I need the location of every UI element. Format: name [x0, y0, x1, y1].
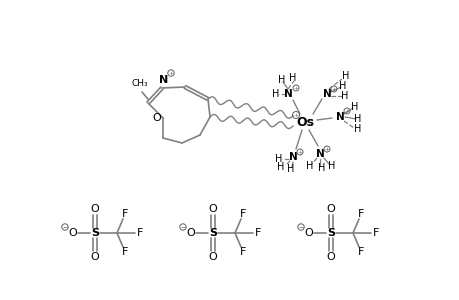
Text: H: H: [341, 71, 349, 81]
Text: +: +: [168, 70, 173, 76]
Text: F: F: [122, 247, 128, 257]
Text: H: H: [351, 102, 358, 112]
Text: F: F: [372, 228, 378, 238]
Text: H: H: [339, 81, 346, 91]
Text: N: N: [283, 89, 292, 99]
Text: F: F: [122, 209, 128, 219]
Text: O: O: [326, 204, 335, 214]
Text: N: N: [322, 89, 330, 99]
Text: O: O: [208, 204, 217, 214]
Text: +: +: [293, 112, 298, 118]
Text: −: −: [62, 224, 67, 230]
Text: N: N: [335, 112, 344, 122]
Text: CH₃: CH₃: [131, 79, 148, 88]
Text: H: H: [353, 124, 361, 134]
Text: +: +: [324, 146, 329, 152]
Text: +: +: [293, 85, 298, 91]
Text: H: H: [328, 161, 335, 171]
Text: +: +: [330, 86, 336, 92]
Text: N: N: [315, 149, 324, 159]
Text: F: F: [239, 247, 246, 257]
Text: N: N: [159, 75, 168, 85]
Text: O: O: [90, 204, 99, 214]
Text: O: O: [208, 252, 217, 262]
Text: H: H: [287, 164, 294, 174]
Text: O: O: [304, 228, 313, 238]
Text: H: H: [277, 162, 284, 172]
Text: F: F: [254, 228, 261, 238]
Text: F: F: [136, 228, 143, 238]
Text: O: O: [152, 113, 161, 123]
Text: H: H: [318, 163, 325, 173]
Text: F: F: [357, 247, 364, 257]
Text: H: H: [272, 89, 279, 99]
Text: +: +: [297, 149, 302, 154]
Text: O: O: [326, 252, 335, 262]
Text: H: H: [278, 75, 285, 85]
Text: H: H: [289, 73, 296, 83]
Text: H: H: [353, 114, 361, 124]
Text: O: O: [90, 252, 99, 262]
Text: O: O: [186, 228, 195, 238]
Text: F: F: [357, 209, 364, 219]
Text: S: S: [208, 228, 217, 238]
Text: O: O: [68, 228, 77, 238]
Text: S: S: [326, 228, 334, 238]
Text: H: H: [341, 91, 348, 101]
Text: N: N: [288, 152, 297, 162]
Text: −: −: [298, 224, 303, 230]
Text: +: +: [344, 109, 349, 113]
Text: F: F: [239, 209, 246, 219]
Text: H: H: [306, 161, 313, 171]
Text: Os: Os: [295, 116, 313, 128]
Text: H: H: [275, 154, 282, 164]
Text: −: −: [180, 224, 185, 230]
Text: S: S: [91, 228, 99, 238]
